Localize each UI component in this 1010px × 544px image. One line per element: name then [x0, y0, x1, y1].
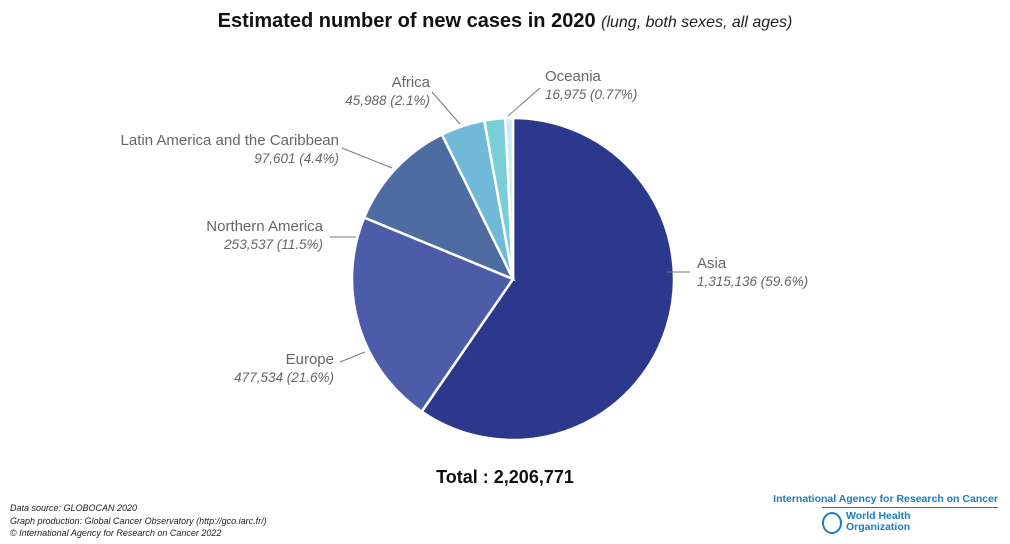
value-latin-america: 97,601 (4.4%)	[254, 151, 339, 166]
leader-latin-america	[341, 147, 393, 169]
title-text: Estimated number of new cases in 2020	[217, 10, 596, 32]
value-africa: 45,988 (2.1%)	[345, 93, 430, 108]
value-europe: 477,534 (21.6%)	[234, 370, 334, 385]
label-latin-america: Latin America and the Caribbean	[121, 132, 339, 149]
who-line2: Organization	[846, 521, 911, 533]
label-oceania: Oceania	[545, 68, 602, 85]
chart-subtitle: (lung, both sexes, all ages)	[601, 14, 793, 31]
iarc-logo-text: International Agency for Research on Can…	[773, 493, 998, 505]
copyright: © International Agency for Research on C…	[10, 528, 222, 538]
who-emblem-icon	[822, 512, 842, 534]
who-line1: World Health	[846, 510, 911, 522]
total-label: Total : 2,206,771	[436, 467, 574, 487]
leader-oceania	[507, 87, 541, 117]
leader-africa	[431, 91, 461, 125]
slice-europe	[350, 215, 515, 414]
graph-production: Graph production: Global Cancer Observat…	[10, 515, 267, 526]
slice-oceania	[503, 116, 515, 280]
footer-notes: Data source: GLOBOCAN 2020 Graph product…	[10, 502, 267, 540]
slice-northern-america	[362, 132, 516, 282]
value-northern-america: 253,537 (11.5%)	[223, 237, 323, 252]
chart-title: Estimated number of new cases in 2020 (l…	[0, 10, 1010, 33]
value-oceania: 16,975 (0.77%)	[545, 87, 637, 102]
label-asia: Asia	[697, 255, 727, 272]
who-logo-text: World Health Organization	[846, 511, 911, 533]
label-northern-america: Northern America	[206, 218, 323, 235]
data-source: Data source: GLOBOCAN 2020	[10, 503, 138, 513]
label-europe: Europe	[286, 351, 334, 368]
label-africa: Africa	[392, 74, 431, 91]
logo-divider	[822, 507, 998, 508]
value-asia: 1,315,136 (59.6%)	[697, 274, 808, 289]
leader-europe	[339, 351, 366, 363]
slice-asia	[419, 116, 676, 442]
